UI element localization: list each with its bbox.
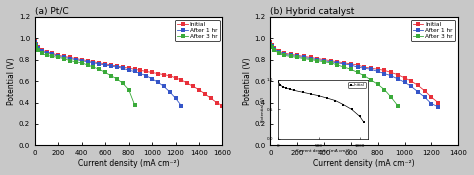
Y-axis label: Potential (V): Potential (V): [243, 57, 252, 105]
Legend: Initial, After 1 hr, After 3 hr: Initial, After 1 hr, After 3 hr: [410, 20, 455, 41]
X-axis label: Current density (mA cm⁻²): Current density (mA cm⁻²): [313, 159, 415, 168]
X-axis label: Current density (mA cm⁻²): Current density (mA cm⁻²): [78, 159, 180, 168]
Text: (b) Hybrid catalyst: (b) Hybrid catalyst: [271, 7, 355, 16]
Text: (a) Pt/C: (a) Pt/C: [35, 7, 68, 16]
Legend: Initial, After 1 hr, After 3 hr: Initial, After 1 hr, After 3 hr: [175, 20, 219, 41]
Y-axis label: Potential (V): Potential (V): [7, 57, 16, 105]
